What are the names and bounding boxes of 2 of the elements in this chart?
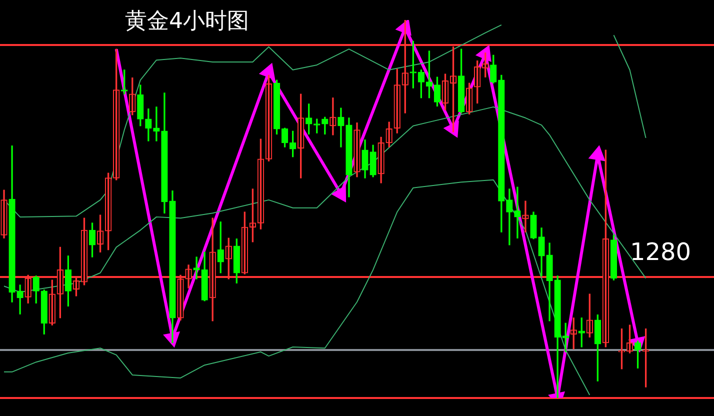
annotation: 1280 (630, 238, 692, 266)
chart-title: 黄金4小时图 (125, 8, 249, 36)
